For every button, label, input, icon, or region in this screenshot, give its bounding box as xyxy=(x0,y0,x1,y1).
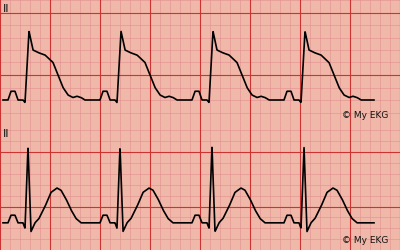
Text: © My EKG: © My EKG xyxy=(342,236,388,245)
Text: II: II xyxy=(3,129,10,139)
Text: II: II xyxy=(3,4,10,14)
Text: © My EKG: © My EKG xyxy=(342,111,388,120)
